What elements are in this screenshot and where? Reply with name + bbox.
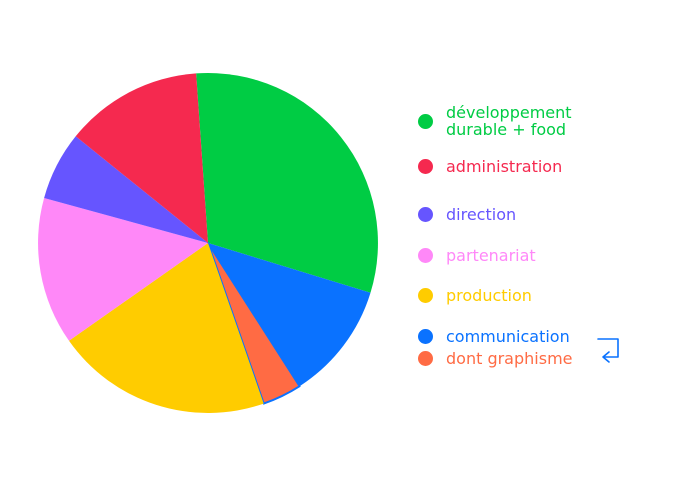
pie-slice-3 — [69, 243, 264, 413]
pie-slice-1 — [208, 243, 371, 387]
pie-slice-5 — [44, 136, 208, 243]
graphisme-bracket-arrow — [597, 338, 619, 363]
pie-slice-6 — [75, 73, 208, 244]
pie-slice-0 — [196, 72, 378, 293]
pie-slice-4 — [38, 198, 208, 341]
pie-slice-2 — [207, 242, 301, 405]
